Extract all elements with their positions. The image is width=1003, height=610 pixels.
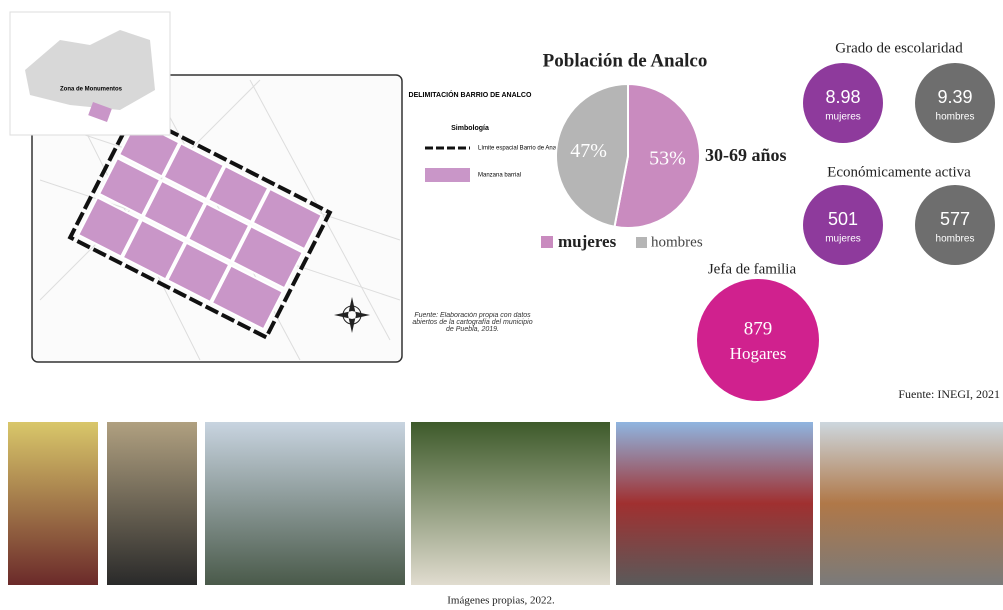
legend-item: Manzana barrial	[478, 173, 521, 179]
photo	[616, 422, 813, 585]
stats-source: Fuente: INEGI, 2021	[898, 387, 1000, 401]
inset-label: Zona de Monumentos	[60, 87, 123, 93]
legend-swatch	[541, 236, 553, 248]
map-title: DELIMITACIÓN BARRIO DE ANALCO	[409, 90, 532, 99]
stat-label: mujeres	[825, 112, 861, 123]
infographic: DELIMITACIÓN BARRIO DE ANALCO Simbología…	[0, 0, 1003, 610]
map-source-box: Fuente: Elaboración propia con datos abi…	[410, 312, 535, 360]
stat-value: 501	[828, 209, 858, 229]
stat-title: Grado de escolaridad	[835, 40, 963, 56]
stat-value: 577	[940, 209, 970, 229]
household-value: 879	[744, 318, 773, 339]
legend-label: mujeres	[558, 232, 617, 251]
stat-value: 8.98	[825, 87, 860, 107]
map-source: Fuente: Elaboración propia con datos abi…	[410, 312, 535, 333]
legend-label: hombres	[651, 234, 703, 250]
stat-label: hombres	[936, 234, 975, 245]
photo	[8, 422, 98, 585]
photo	[820, 422, 1003, 585]
pie-label: 53%	[649, 147, 686, 169]
stat-title: Económicamente activa	[827, 164, 971, 180]
legend-title: Simbología	[451, 125, 489, 132]
photo	[411, 422, 610, 585]
photo	[205, 422, 405, 585]
legend-swatch	[636, 237, 647, 248]
stat-value: 9.39	[937, 87, 972, 107]
pie: 53% 47%	[556, 84, 700, 228]
legend-item: Límite espacial Barrio de Analco	[478, 146, 564, 152]
page: DELIMITACIÓN BARRIO DE ANALCO Simbología…	[0, 0, 1003, 610]
photos-caption: Imágenes propias, 2022.	[447, 595, 555, 607]
pie-label: 47%	[570, 140, 607, 162]
pie-title: Población de Analco	[543, 50, 708, 71]
stat-label: hombres	[936, 112, 975, 123]
age-label: 30-69 años	[705, 145, 787, 165]
photo	[107, 422, 197, 585]
household-title: Jefa de familia	[708, 261, 797, 277]
legend-swatch	[425, 168, 470, 182]
stat-label: mujeres	[825, 234, 861, 245]
household-circle	[697, 279, 819, 401]
household-label: Hogares	[730, 344, 787, 363]
